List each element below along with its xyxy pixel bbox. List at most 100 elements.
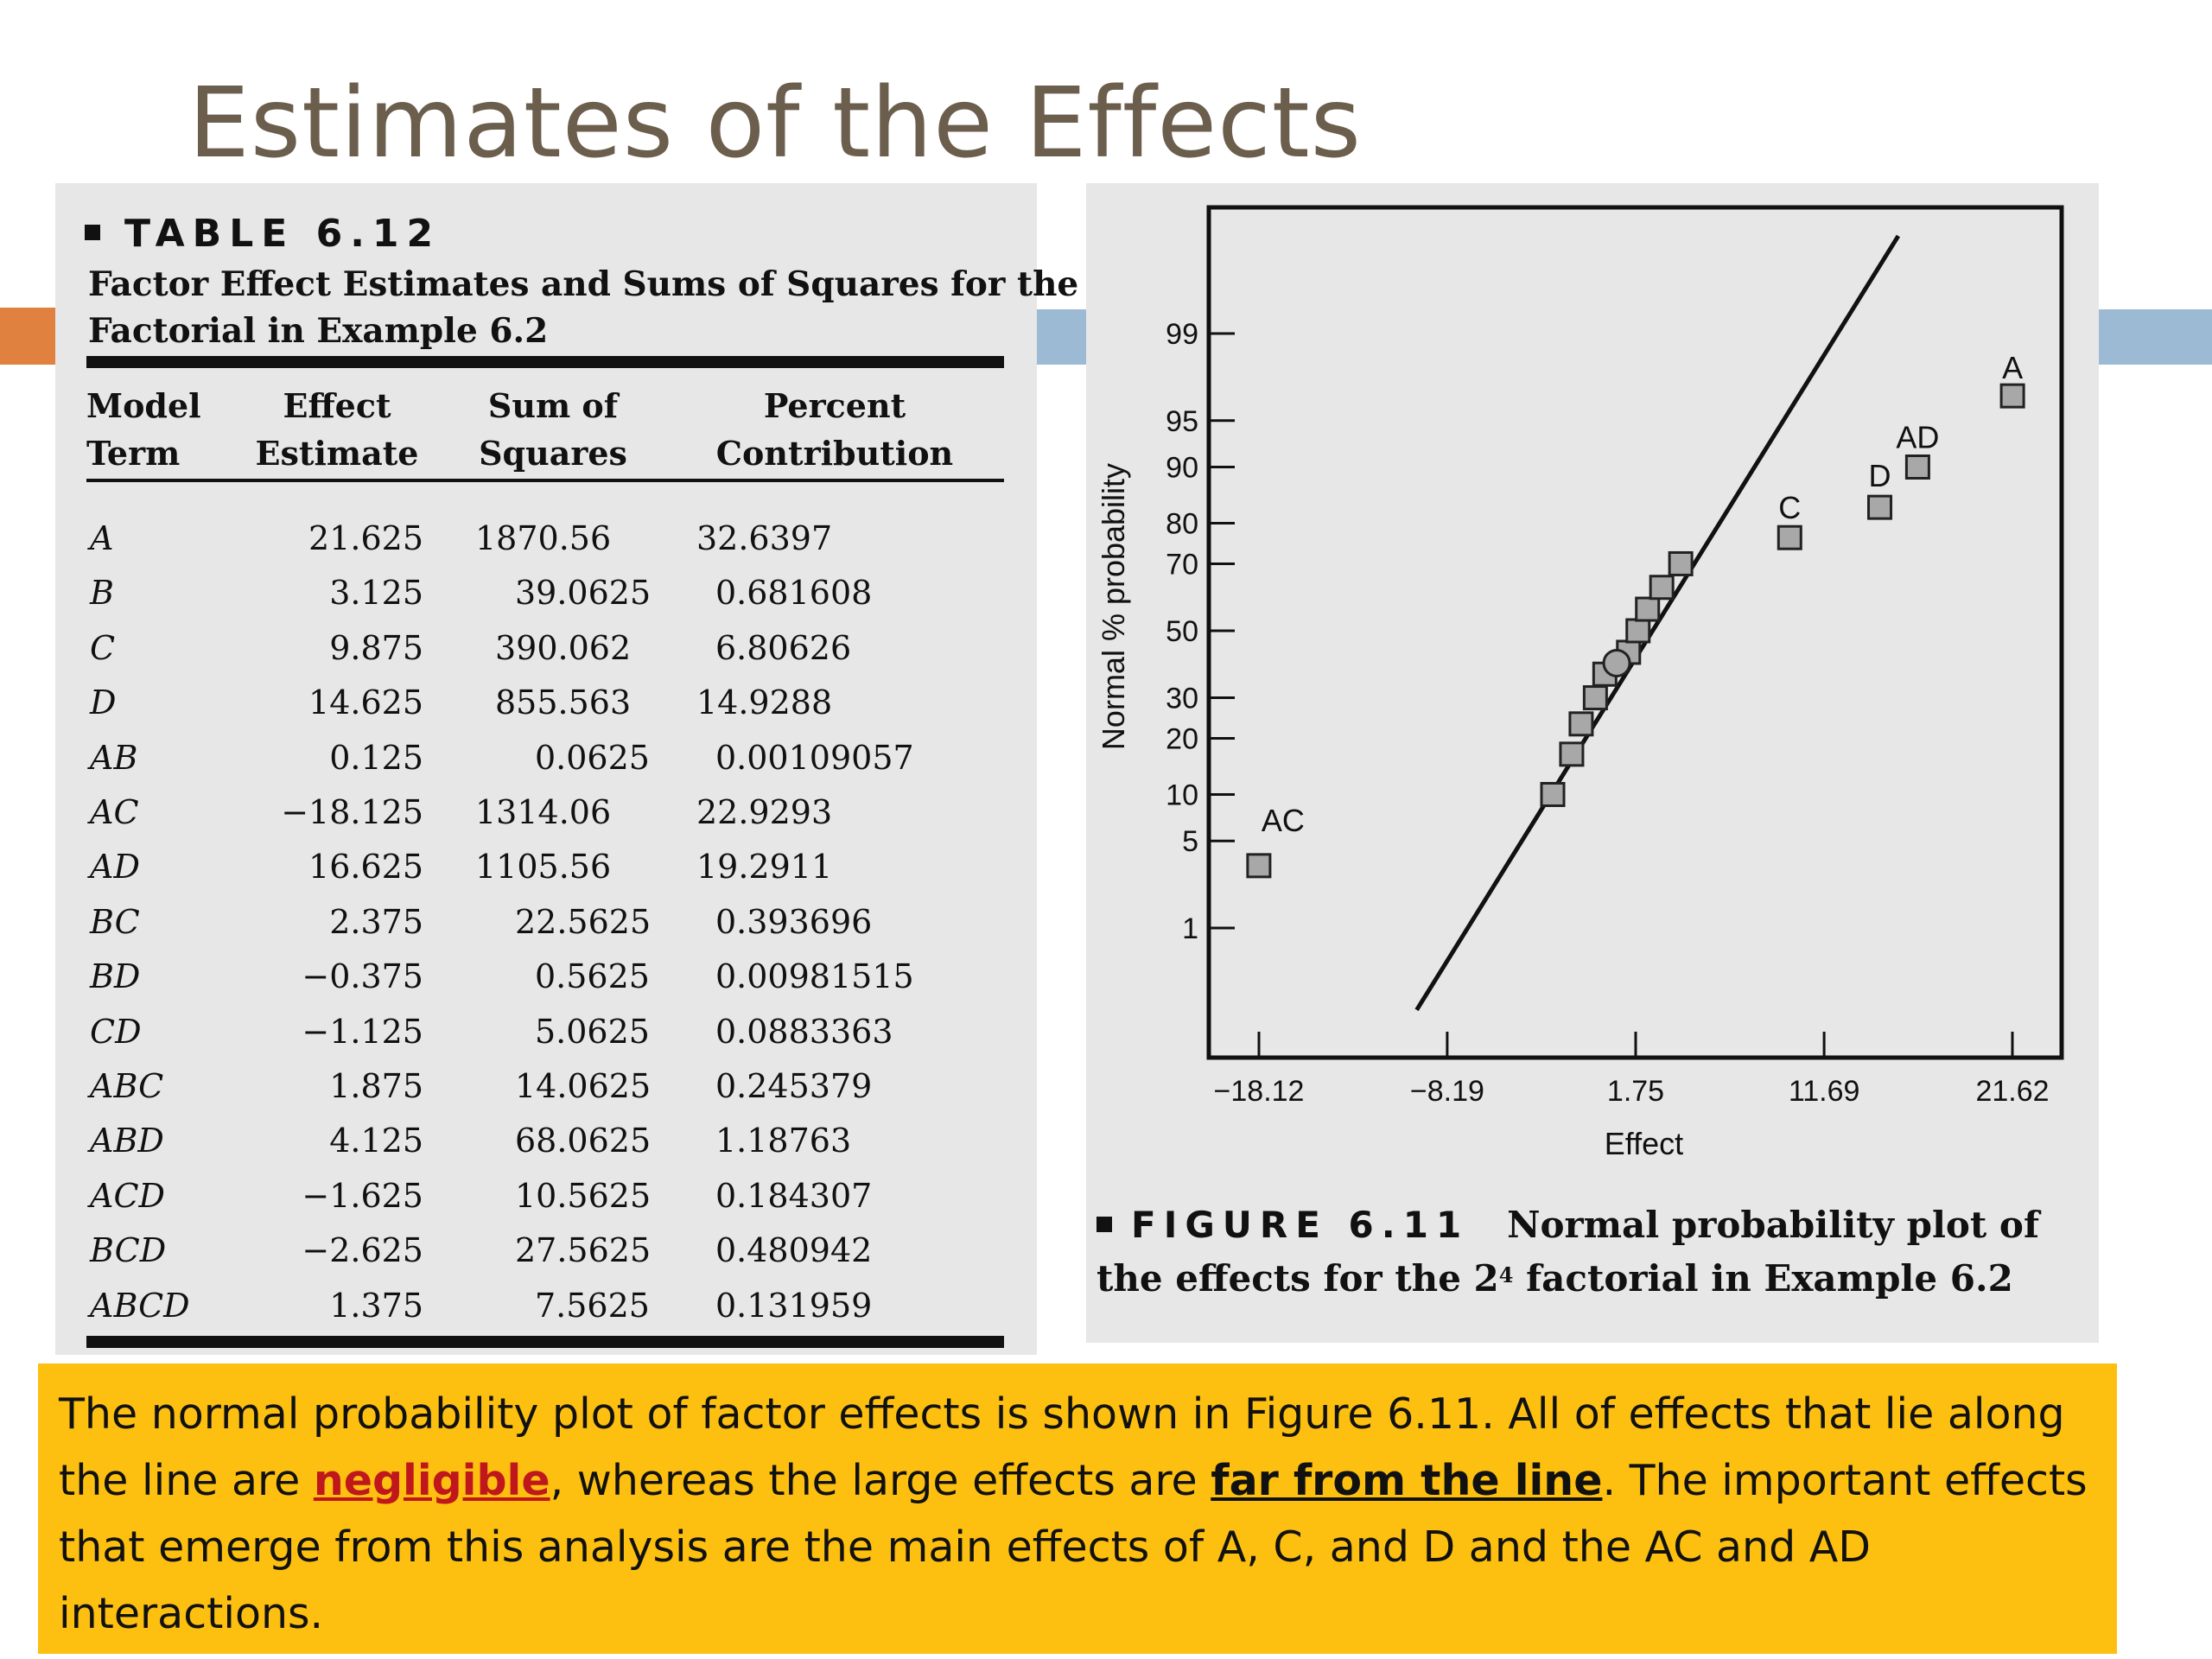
figure-label: FIGURE 6.11	[1131, 1204, 1470, 1246]
cell-effect-estimate: −18.125	[281, 793, 423, 832]
slide-title: Estimates of the Effects	[188, 67, 1362, 180]
cell-sum-of-squares: 39.0625	[515, 574, 652, 613]
table-row: B 3.125 39.0625 0.681608	[86, 566, 1004, 620]
data-point	[1777, 524, 1802, 550]
cell-percent-contribution: 0.245379	[715, 1067, 873, 1106]
cell-effect-estimate: −1.125	[302, 1012, 423, 1051]
cell-sum-of-squares: 0.5625	[535, 957, 650, 996]
cell-effect-estimate: 14.625	[308, 683, 423, 722]
cell-term: AD	[90, 848, 140, 887]
explanation-text: The normal probability plot of factor ef…	[59, 1389, 2088, 1638]
table-row: ACD −1.625 10.5625 0.184307	[86, 1169, 1004, 1224]
cell-sum-of-squares: 10.5625	[515, 1176, 652, 1215]
y-tick-label: 50	[1166, 615, 1198, 648]
data-point	[1635, 596, 1661, 622]
cell-percent-contribution: 0.00981515	[715, 957, 914, 996]
figure-caption-line2: the effects for the 2	[1096, 1257, 1499, 1300]
cell-sum-of-squares: 0.0625	[535, 738, 650, 777]
point-label: D	[1869, 458, 1891, 493]
x-tick-label: 1.75	[1607, 1075, 1664, 1108]
table-label: TABLE 6.12	[85, 212, 441, 256]
y-tick-label: 1	[1182, 912, 1198, 945]
x-tick-label: 21.62	[1975, 1075, 2049, 1108]
cell-effect-estimate: −0.375	[302, 957, 423, 996]
table-header-rule	[86, 479, 1004, 482]
table-row: A 21.625 1870.56 32.6397	[86, 512, 1004, 566]
header-effect-estimate: Effect Estimate	[255, 386, 419, 473]
table-row: C 9.875 390.062 6.80626	[86, 621, 1004, 676]
cell-effect-estimate: 16.625	[308, 848, 423, 887]
y-tick-label: 30	[1166, 683, 1198, 715]
data-point	[1540, 782, 1566, 808]
cell-percent-contribution: 0.681608	[715, 574, 873, 613]
table-row: BCD −2.625 27.5625 0.480942	[86, 1224, 1004, 1278]
data-point	[1904, 454, 1930, 480]
cell-term: C	[90, 628, 116, 667]
negligible-emphasis: negligible	[313, 1456, 550, 1505]
cell-sum-of-squares: 1105.56	[475, 848, 612, 887]
effects-table: Model Term Effect Estimate Sum of Squares P…	[86, 382, 1004, 1333]
y-tick-label: 20	[1166, 722, 1198, 755]
cell-effect-estimate: −2.625	[302, 1231, 423, 1270]
data-point-circle	[1602, 648, 1631, 677]
cell-percent-contribution: 0.00109057	[715, 738, 914, 777]
cell-sum-of-squares: 7.5625	[535, 1286, 650, 1325]
data-point	[1649, 575, 1675, 601]
side-tab	[0, 308, 55, 365]
y-tick-label: 95	[1166, 405, 1198, 438]
cell-term: A	[90, 519, 114, 557]
cell-effect-estimate: 2.375	[329, 902, 423, 941]
cell-sum-of-squares: 1314.06	[475, 793, 612, 832]
cell-effect-estimate: 1.375	[329, 1286, 423, 1325]
cell-term: BCD	[90, 1231, 167, 1270]
table-row: D 14.625 855.563 14.9288	[86, 676, 1004, 730]
cell-percent-contribution: 1.18763	[715, 1122, 852, 1160]
caption-line2: Factorial in Example 6.2	[88, 311, 549, 351]
cell-effect-estimate: 9.875	[329, 628, 423, 667]
table-label-text: TABLE 6.12	[124, 212, 442, 256]
cell-term: BD	[90, 957, 141, 996]
y-tick-label: 90	[1166, 451, 1198, 484]
cell-term: ABCD	[90, 1286, 190, 1325]
cell-percent-contribution: 0.0883363	[715, 1012, 893, 1051]
square-bullet-icon	[1096, 1217, 1112, 1232]
cell-effect-estimate: 3.125	[329, 574, 423, 613]
y-tick-label: 99	[1166, 318, 1198, 351]
cell-term: D	[90, 683, 117, 722]
table-row: AD 16.625 1105.56 19.2911	[86, 840, 1004, 894]
point-label: AD	[1896, 419, 1939, 454]
cell-term: AC	[90, 793, 139, 832]
table-row: ABD 4.125 68.0625 1.18763	[86, 1114, 1004, 1168]
figure-caption-line1: Normal probability plot of	[1507, 1204, 2040, 1246]
table-row: ABCD 1.375 7.5625 0.131959	[86, 1279, 1004, 1333]
cell-term: CD	[90, 1012, 142, 1051]
cell-sum-of-squares: 27.5625	[515, 1231, 652, 1270]
cell-effect-estimate: −1.625	[302, 1176, 423, 1215]
point-label: C	[1778, 490, 1801, 525]
y-tick-label: 70	[1166, 548, 1198, 581]
table-panel: TABLE 6.12 Factor Effect Estimates and S…	[55, 183, 1128, 1355]
table-row: CD −1.125 5.0625 0.0883363	[86, 1005, 1004, 1059]
y-tick-label: 5	[1182, 825, 1198, 858]
cell-effect-estimate: 1.875	[329, 1067, 423, 1106]
point-label: A	[2002, 350, 2023, 385]
cell-effect-estimate: 0.125	[329, 738, 423, 777]
far-from-line-emphasis: far from the line	[1211, 1456, 1603, 1505]
table-caption: Factor Effect Estimates and Sums of Squa…	[88, 261, 1128, 354]
cell-term: ABC	[90, 1067, 164, 1106]
cell-percent-contribution: 32.6397	[696, 519, 833, 557]
header-sum-of-squares: Sum of Squares	[479, 386, 627, 473]
y-tick-label: 10	[1166, 779, 1198, 812]
explanation-box: The normal probability plot of factor ef…	[38, 1363, 2117, 1654]
x-tick-label: −18.12	[1214, 1075, 1305, 1108]
cell-sum-of-squares: 855.563	[495, 683, 632, 722]
data-point	[1867, 494, 1893, 520]
data-point	[1559, 741, 1585, 767]
cell-term: B	[90, 574, 114, 613]
x-axis-label: Effect	[1605, 1126, 1683, 1161]
table-row: BC 2.375 22.5625 0.393696	[86, 895, 1004, 950]
square-bullet-icon	[85, 225, 100, 240]
cell-percent-contribution: 19.2911	[696, 848, 833, 887]
x-tick-label: −8.19	[1410, 1075, 1484, 1108]
cell-sum-of-squares: 14.0625	[515, 1067, 652, 1106]
